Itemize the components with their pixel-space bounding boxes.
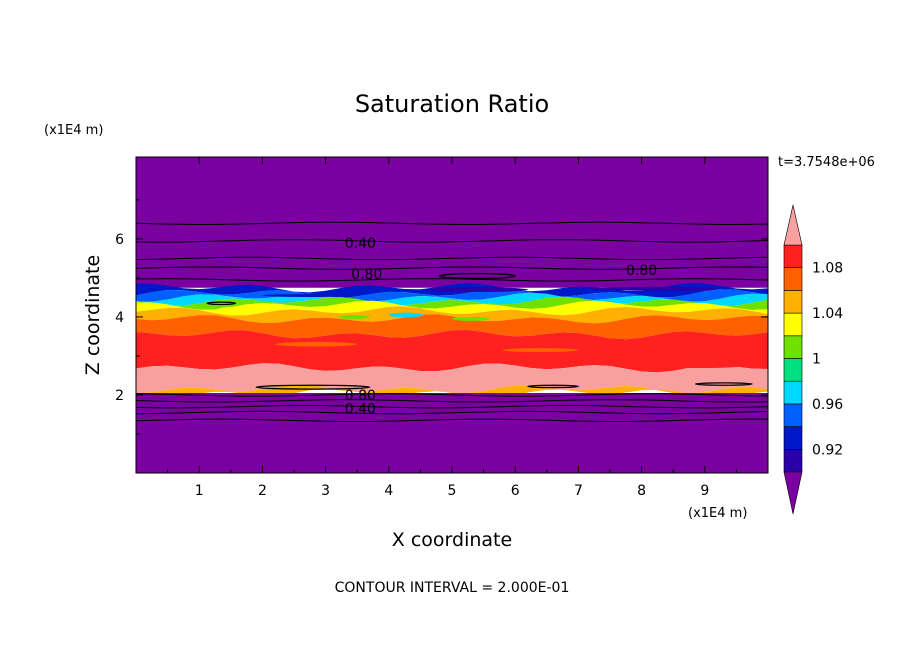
colorbar-box [783, 426, 803, 450]
field-cell [376, 351, 440, 357]
field-cell [275, 341, 358, 347]
chart-title: Saturation Ratio [355, 90, 549, 118]
y-tick-label: 2 [115, 388, 124, 404]
contour-label: 0.80 [626, 263, 657, 279]
color-band [136, 306, 768, 324]
field-cell [218, 306, 253, 312]
colorbar-box [783, 380, 803, 405]
color-band [136, 393, 768, 473]
contour-line [135, 256, 769, 261]
x-tick-label: 1 [195, 483, 204, 499]
contour-label: 0.40 [345, 236, 376, 252]
colorbar-label: 1.08 [812, 261, 843, 277]
field-cell [452, 316, 490, 321]
contour-line [135, 410, 769, 415]
colorbar-box [783, 244, 803, 269]
field-cell [388, 312, 424, 318]
contour-line [135, 221, 769, 226]
x-tick-label: 9 [700, 483, 709, 499]
colorbar-box [783, 448, 803, 473]
x-axis-label: X coordinate [392, 529, 512, 551]
x-tick-label: 8 [637, 483, 646, 499]
x-tick-label: 5 [448, 483, 457, 499]
colorbar-label: 0.96 [812, 397, 843, 413]
colorbar-box [783, 267, 803, 291]
x-tick-label: 7 [574, 483, 583, 499]
contour-line [135, 239, 769, 243]
color-band [136, 288, 768, 302]
colorbar-box [783, 358, 803, 382]
colorbar-high-triangle [783, 204, 803, 246]
contour-line [135, 278, 769, 282]
y-unit-label: (x1E4 m) [44, 123, 103, 138]
colorbar-box [783, 312, 803, 337]
x-tick-label: 3 [321, 483, 330, 499]
color-band [136, 384, 768, 398]
field-cell [262, 293, 358, 298]
contour-interval-footer: CONTOUR INTERVAL = 2.000E-01 [335, 580, 570, 596]
y-axis-label: Z coordinate [82, 255, 104, 375]
colorbar-low-triangle [783, 471, 803, 515]
colorbar-label: 1.04 [812, 306, 843, 322]
contour-line [135, 393, 769, 397]
contour-line [135, 399, 769, 403]
contour-label: 0.40 [345, 402, 376, 418]
colorbar: 0.92 0.96 1 1.04 1.08 [783, 204, 843, 515]
x-tick-label: 2 [258, 483, 267, 499]
y-tick-label: 6 [115, 232, 124, 248]
field-cell [591, 286, 718, 291]
x-tick-label: 4 [384, 483, 393, 499]
colorbar-label: 1 [812, 352, 821, 368]
color-band [136, 314, 768, 340]
field-cell [502, 348, 579, 353]
color-band [136, 363, 768, 394]
contour-line [135, 418, 769, 423]
color-band [136, 296, 768, 310]
contour-loop [438, 272, 516, 279]
color-band [136, 300, 768, 316]
colorbar-box [783, 335, 803, 359]
contour-label: 0.80 [351, 267, 382, 283]
colorbar-label: 0.92 [812, 442, 843, 458]
x-tick-label: 6 [511, 483, 520, 499]
contour-loop [527, 384, 580, 389]
contour-loop [694, 382, 753, 386]
field-cell [660, 363, 743, 369]
contour-line [135, 266, 769, 270]
x-unit-label: (x1E4 m) [688, 506, 747, 521]
color-band [136, 157, 768, 288]
field-cell [338, 315, 370, 319]
field-cell [426, 287, 528, 292]
colorbar-box [783, 290, 803, 314]
contour-loop [255, 384, 371, 390]
contour-label: 0.80 [345, 388, 376, 404]
contour-loop [206, 301, 237, 306]
y-tick-label: 4 [115, 310, 124, 326]
time-label: t=3.7548e+06 [778, 155, 875, 170]
contour-line [135, 404, 769, 409]
color-band [136, 330, 768, 373]
colorbar-box [783, 403, 803, 427]
